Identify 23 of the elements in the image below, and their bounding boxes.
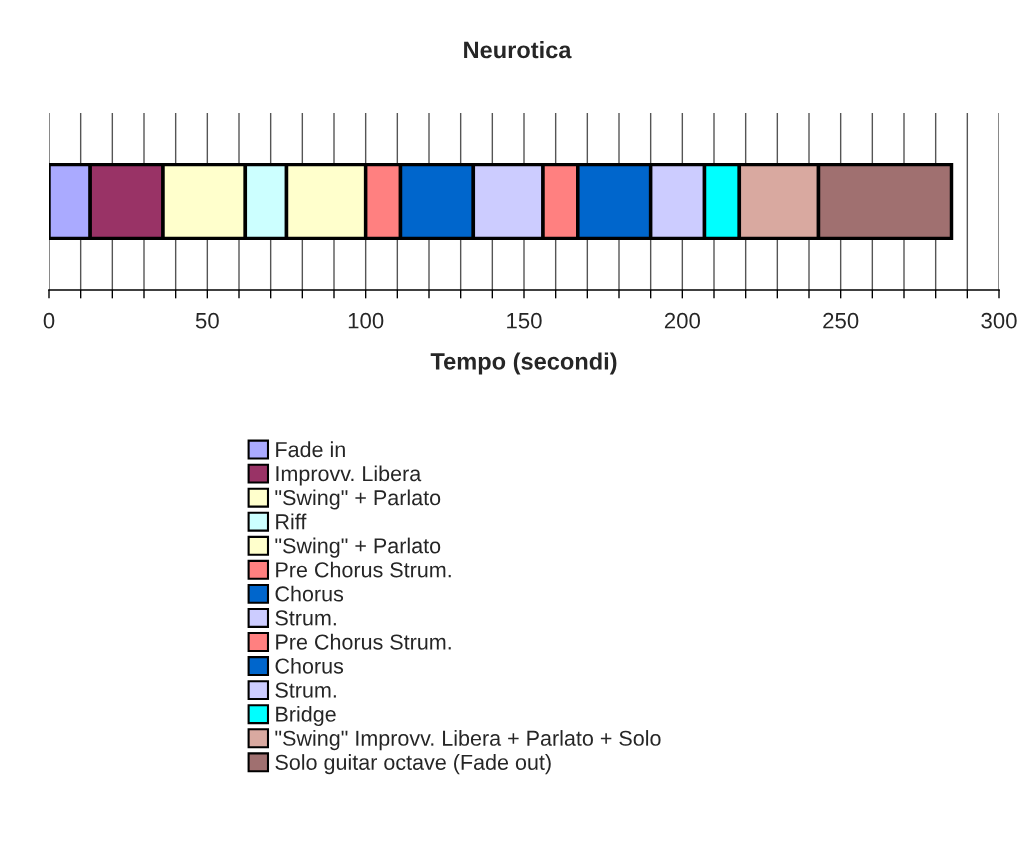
chart-title: Neurotica bbox=[464, 41, 572, 59]
x-axis-title: Tempo (secondi) bbox=[430, 352, 617, 375]
x-tick-label: 250 bbox=[823, 312, 859, 329]
legend-label: "Swing" + Parlato bbox=[275, 537, 441, 558]
legend-label: Fade in bbox=[276, 441, 345, 458]
legend-label: Solo guitar octave (Fade out) bbox=[275, 754, 551, 775]
legend-label: Chorus bbox=[275, 585, 344, 602]
legend-label: Pre Chorus Strum. bbox=[276, 633, 451, 650]
x-tick-label: 50 bbox=[195, 312, 219, 329]
legend-label: Strum. bbox=[275, 610, 336, 626]
x-tick-label: 200 bbox=[664, 312, 700, 329]
legend-label: "Swing" + Parlato bbox=[275, 489, 441, 510]
x-tick-label: 300 bbox=[981, 312, 1017, 329]
legend-label: Chorus bbox=[275, 657, 344, 674]
legend-label: Pre Chorus Strum. bbox=[276, 561, 451, 578]
x-tick-label: 150 bbox=[507, 312, 542, 329]
legend-label: Riff bbox=[276, 513, 307, 530]
legend-label: "Swing" Improvv. Libera + Parlato + Solo bbox=[275, 730, 661, 751]
legend-label: Bridge bbox=[276, 706, 336, 727]
legend-label: Improvv. Libera bbox=[276, 465, 422, 486]
legend-label: Strum. bbox=[275, 682, 336, 698]
x-tick-label: 100 bbox=[348, 312, 384, 329]
x-tick-label: 0 bbox=[43, 312, 55, 329]
